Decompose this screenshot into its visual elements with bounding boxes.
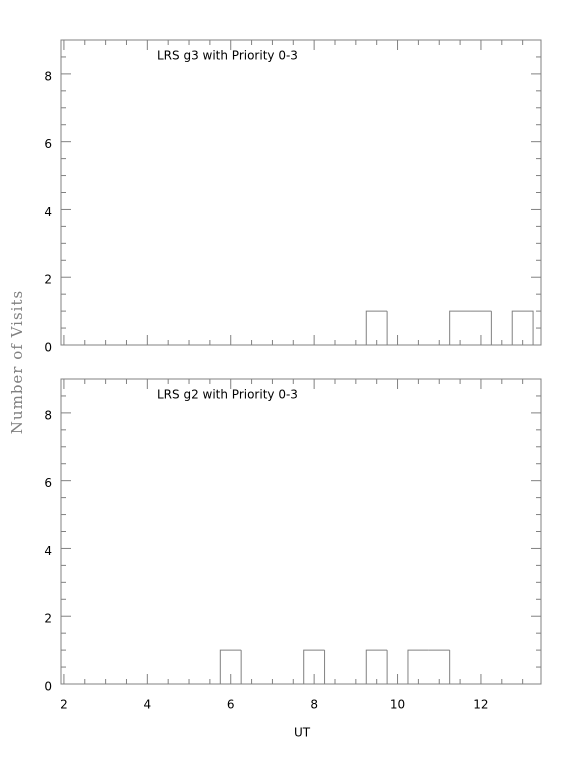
histogram-bin (449, 310, 471, 345)
x-tick-label: 8 (310, 698, 318, 712)
x-tick-label: 2 (60, 698, 68, 712)
histogram-bin (324, 650, 346, 685)
histogram-bin (449, 650, 471, 685)
histogram-bin (386, 311, 408, 346)
histogram-bin (511, 310, 534, 345)
y-tick-label: 2 (44, 612, 52, 626)
y-tick-label: 8 (44, 408, 52, 422)
y-tick-label: 4 (44, 205, 52, 219)
panel-title: LRS g2 with Priority 0-3 (157, 388, 298, 402)
histogram-bin (365, 649, 388, 684)
plot-frame (60, 378, 542, 685)
x-tick-label: 6 (227, 698, 235, 712)
y-tick-label: 6 (44, 137, 52, 151)
histogram-bin (219, 649, 242, 684)
y-tick-label: 6 (44, 476, 52, 490)
y-tick-label: 0 (44, 341, 52, 355)
histogram-bin (365, 310, 388, 345)
y-axis-label: Number of Visits (8, 290, 26, 434)
histogram-bin (490, 311, 513, 346)
y-tick-label: 8 (44, 69, 52, 83)
histogram-bin (240, 650, 263, 685)
x-tick-label: 4 (144, 698, 152, 712)
y-tick-label: 4 (44, 544, 52, 558)
plot-frame (60, 39, 542, 346)
histogram-bin (386, 650, 408, 685)
x-tick-label: 12 (473, 698, 488, 712)
histogram-bin (407, 649, 429, 684)
panel-title: LRS g3 with Priority 0-3 (157, 49, 298, 63)
x-tick-label: 10 (390, 698, 405, 712)
y-tick-label: 0 (44, 680, 52, 694)
y-tick-label: 2 (44, 273, 52, 287)
histogram-bin (303, 649, 325, 684)
x-axis-label: UT (294, 726, 311, 740)
